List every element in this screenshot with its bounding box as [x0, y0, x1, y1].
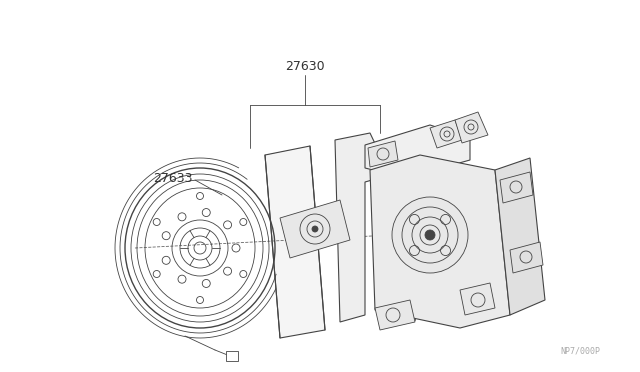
- Text: NP7/000P: NP7/000P: [560, 346, 600, 355]
- Polygon shape: [510, 242, 543, 273]
- Polygon shape: [495, 158, 545, 315]
- Text: 27630: 27630: [285, 61, 325, 74]
- Polygon shape: [430, 120, 462, 148]
- Polygon shape: [455, 112, 488, 143]
- Circle shape: [312, 226, 318, 232]
- Polygon shape: [365, 125, 470, 178]
- Text: 27633: 27633: [154, 171, 193, 185]
- FancyBboxPatch shape: [226, 351, 238, 361]
- Polygon shape: [268, 148, 308, 178]
- Polygon shape: [368, 141, 398, 167]
- Polygon shape: [370, 155, 510, 328]
- Circle shape: [425, 230, 435, 240]
- Polygon shape: [460, 283, 495, 315]
- Polygon shape: [335, 133, 390, 322]
- Polygon shape: [265, 146, 325, 338]
- Polygon shape: [280, 200, 350, 258]
- Polygon shape: [500, 172, 533, 203]
- Circle shape: [392, 197, 468, 273]
- Polygon shape: [375, 300, 415, 330]
